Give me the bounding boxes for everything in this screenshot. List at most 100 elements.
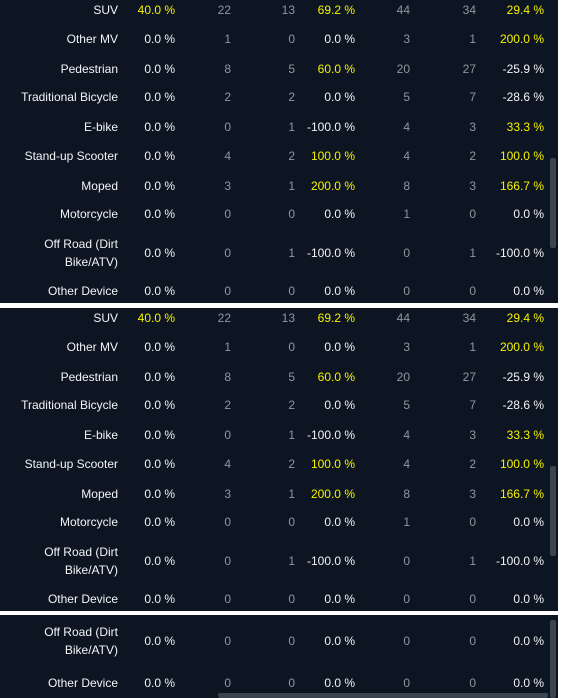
cell-n1: 1 — [224, 340, 231, 354]
row-label: E-bike — [83, 428, 118, 442]
table-row: Pedestrian 0.0 % 8 5 60.0 % 20 27 -25.9 % — [0, 51, 558, 87]
cell-pct2: 200.0 % — [499, 32, 544, 46]
cell-pct1: 60.0 % — [317, 370, 355, 384]
cell-pct2: -25.9 % — [502, 370, 544, 384]
table-row: Stand-up Scooter 0.0 % 4 2 100.0 % 4 2 100.0 % — [0, 138, 558, 174]
cell-n1: 3 — [224, 487, 231, 501]
cell-n2: 2 — [288, 149, 295, 163]
cell-pct2: 0.0 % — [513, 515, 544, 529]
cell-n2: 0 — [288, 340, 295, 354]
cell-n4: 3 — [469, 487, 476, 501]
cell-n1: 0 — [224, 428, 231, 442]
cell-n4: 1 — [469, 340, 476, 354]
table-row: Off Road (Dirt Bike/ATV) 0.0 % 0 1 -100.0 % 0… — [0, 535, 558, 587]
cell-n4: 27 — [462, 62, 476, 76]
cell-n3: 0 — [403, 675, 410, 690]
cell-n2: 0 — [288, 207, 295, 221]
cell-pct2: -25.9 % — [502, 62, 544, 76]
cell-pct1: 200.0 % — [310, 487, 355, 501]
table-row: Traditional Bicycle 0.0 % 2 2 0.0 % 5 7 -28.6 % — [0, 387, 558, 423]
cell-n2: 1 — [288, 120, 295, 134]
cell-n2: 5 — [288, 62, 295, 76]
cell-n4: 7 — [469, 398, 476, 412]
vertical-scrollbar[interactable] — [548, 308, 558, 611]
cell-pct1: 0.0 % — [324, 398, 355, 412]
cell-pct1: 69.2 % — [317, 310, 355, 325]
cell-n2: 13 — [281, 310, 295, 325]
row-label: SUV — [93, 310, 118, 325]
vertical-scrollbar[interactable] — [548, 615, 558, 698]
cell-n2: 2 — [288, 457, 295, 471]
table-row: Stand-up Scooter 0.0 % 4 2 100.0 % 4 2 100.0 % — [0, 446, 558, 482]
table-row: SUV 40.0 % 22 13 69.2 % 44 34 29.4 % — [0, 308, 558, 327]
scrollbar-thumb[interactable] — [550, 620, 556, 698]
cell-n3: 1 — [403, 515, 410, 529]
cell-v1: 0.0 % — [144, 62, 175, 76]
cell-pct2: 200.0 % — [499, 340, 544, 354]
cell-pct1: 200.0 % — [310, 179, 355, 193]
vertical-scrollbar[interactable] — [548, 0, 558, 303]
row-label: Other Device — [47, 675, 118, 690]
table-row: Off Road (Dirt Bike/ATV) 0.0 % 0 0 0.0 % 0 0 0.… — [0, 615, 558, 667]
cell-v1: 0.0 % — [144, 246, 175, 260]
cell-n1: 8 — [224, 370, 231, 384]
cell-n4: 0 — [469, 591, 476, 606]
row-label: Other Device — [47, 591, 118, 606]
row-label: Motorcycle — [59, 207, 118, 221]
cell-n4: 7 — [469, 90, 476, 104]
cell-pct1: 0.0 % — [324, 207, 355, 221]
cell-n3: 20 — [396, 370, 410, 384]
cell-pct2: -28.6 % — [502, 398, 544, 412]
scrollbar-thumb[interactable] — [550, 158, 556, 248]
table-row: E-bike 0.0 % 0 1 -100.0 % 4 3 33.3 % — [0, 417, 558, 453]
row-label: Moped — [81, 487, 118, 501]
cell-pct2: 166.7 % — [499, 487, 544, 501]
row-label: Off Road (Dirt Bike/ATV) — [44, 237, 118, 269]
cell-v1: 40.0 % — [137, 2, 175, 17]
cell-v1: 0.0 % — [144, 457, 175, 471]
cell-pct1: 0.0 % — [324, 32, 355, 46]
cell-n1: 0 — [224, 554, 231, 568]
table-row: E-bike 0.0 % 0 1 -100.0 % 4 3 33.3 % — [0, 109, 558, 145]
cell-n3: 4 — [403, 428, 410, 442]
cell-n4: 2 — [469, 457, 476, 471]
cell-v1: 0.0 % — [144, 675, 175, 690]
cell-v1: 0.0 % — [144, 370, 175, 384]
cell-v1: 0.0 % — [144, 149, 175, 163]
cell-v1: 0.0 % — [144, 120, 175, 134]
cell-pct1: 0.0 % — [324, 340, 355, 354]
cell-n2: 5 — [288, 370, 295, 384]
row-label: Other Device — [47, 283, 118, 298]
cell-v1: 0.0 % — [144, 340, 175, 354]
cell-v1: 0.0 % — [144, 90, 175, 104]
row-label: Other MV — [66, 340, 118, 354]
cell-pct2: 0.0 % — [513, 283, 544, 298]
row-label: Other MV — [66, 32, 118, 46]
cell-n1: 0 — [224, 634, 231, 648]
cell-pct2: 29.4 % — [506, 2, 544, 17]
cell-n2: 13 — [281, 2, 295, 17]
row-label: Traditional Bicycle — [21, 90, 118, 104]
cell-v1: 0.0 % — [144, 487, 175, 501]
row-label: Moped — [81, 179, 118, 193]
scrollbar-thumb[interactable] — [550, 466, 556, 556]
cell-v1: 0.0 % — [144, 207, 175, 221]
cell-n1: 22 — [217, 2, 231, 17]
cell-pct1: 0.0 % — [324, 90, 355, 104]
cell-n2: 0 — [288, 515, 295, 529]
cell-n4: 1 — [469, 554, 476, 568]
cell-n3: 4 — [403, 149, 410, 163]
cell-n3: 0 — [403, 591, 410, 606]
cell-n1: 2 — [224, 90, 231, 104]
cell-n4: 0 — [469, 675, 476, 690]
cell-v1: 40.0 % — [137, 310, 175, 325]
row-label: SUV — [93, 2, 118, 17]
cell-n4: 1 — [469, 246, 476, 260]
table-row: Other Device 0.0 % 0 0 0.0 % 0 0 0.0 % — [0, 278, 558, 303]
cell-n3: 44 — [396, 310, 410, 325]
cell-pct2: -100.0 % — [495, 246, 544, 260]
horizontal-scrollbar[interactable] — [218, 693, 548, 698]
cell-n2: 2 — [288, 90, 295, 104]
cell-pct1: 0.0 % — [324, 634, 355, 648]
cell-n4: 3 — [469, 120, 476, 134]
